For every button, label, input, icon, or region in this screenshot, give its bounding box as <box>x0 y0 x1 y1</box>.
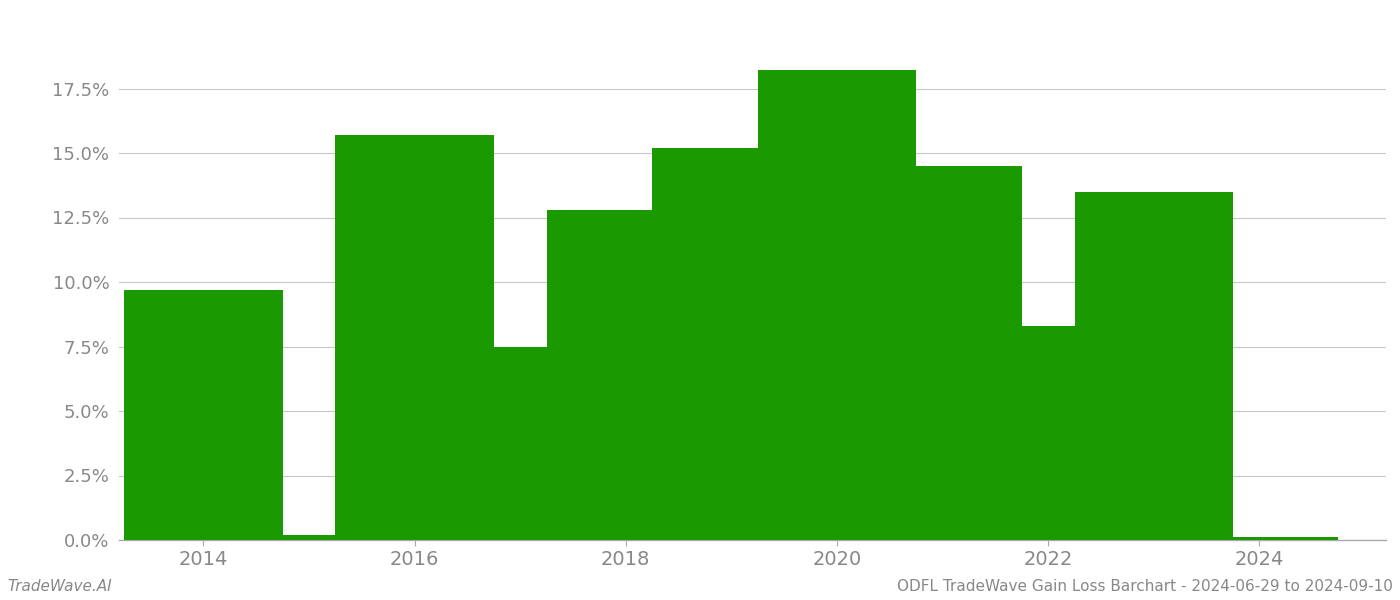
Bar <box>969 326 1127 540</box>
Bar <box>1075 191 1233 540</box>
Bar <box>125 290 283 540</box>
Bar <box>336 135 494 540</box>
Text: ODFL TradeWave Gain Loss Barchart - 2024-06-29 to 2024-09-10: ODFL TradeWave Gain Loss Barchart - 2024… <box>897 579 1393 594</box>
Bar <box>1180 538 1338 540</box>
Bar <box>230 535 388 540</box>
Bar <box>441 346 599 540</box>
Text: TradeWave.AI: TradeWave.AI <box>7 579 112 594</box>
Bar <box>757 70 916 540</box>
Bar <box>652 148 811 540</box>
Bar <box>864 166 1022 540</box>
Bar <box>546 210 706 540</box>
